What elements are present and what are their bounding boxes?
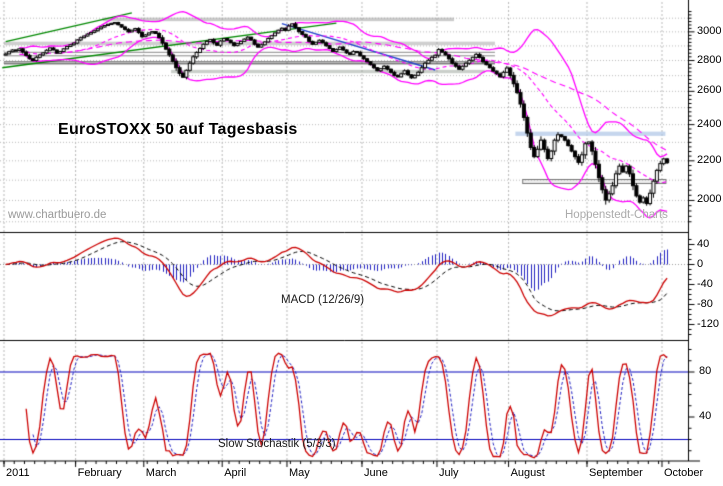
macd-tick-label: -80: [697, 297, 713, 310]
month-label-may: May: [288, 467, 310, 479]
price-tick-label: 2400: [697, 117, 722, 130]
price-tick-label: 2800: [697, 53, 722, 66]
macd-tick-label: 0: [697, 257, 704, 270]
month-label-september: September: [588, 467, 643, 479]
watermark-hoppenstedt: Hoppenstedt-Charts: [565, 209, 668, 221]
month-label-2011: 2011: [6, 467, 30, 479]
macd-tick-label: 40: [697, 237, 710, 250]
macd-tick-label: -40: [697, 277, 713, 290]
price-tick-label: 2000: [697, 193, 722, 206]
month-label-june: June: [363, 467, 388, 479]
month-label-february: February: [77, 467, 122, 479]
month-label-august: August: [510, 467, 545, 479]
month-label-july: July: [438, 467, 459, 479]
chart-title: EuroSTOXX 50 auf Tagesbasis: [58, 121, 298, 138]
price-tick-label: 2200: [697, 153, 722, 166]
stochastic-tick-label: 80: [699, 365, 712, 377]
month-label-march: March: [145, 467, 177, 479]
macd-label: MACD (12/26/9): [281, 294, 365, 306]
month-label-april: April: [224, 467, 247, 479]
price-tick-label: 2600: [697, 84, 722, 97]
price-tick-label: 3000: [697, 24, 722, 37]
stochastic-label: Slow Stochastik (5/3/3): [218, 438, 336, 450]
macd-tick-label: -120: [697, 317, 720, 330]
watermark-chartbuero: www.chartbuero.de: [8, 209, 107, 221]
month-label-october: October: [663, 467, 704, 479]
stochastic-tick-label: 40: [699, 410, 712, 422]
